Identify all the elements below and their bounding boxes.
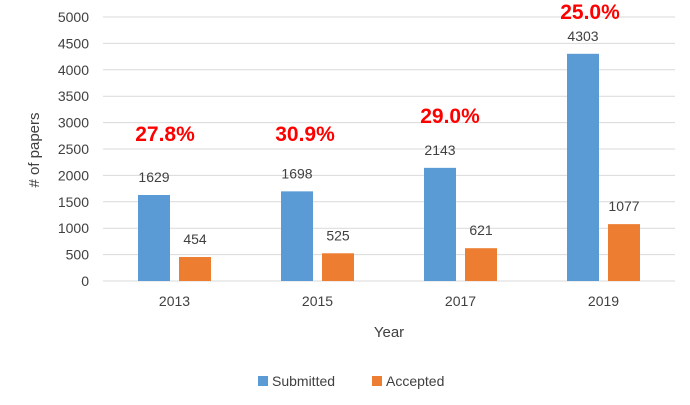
- y-tick-label: 2500: [58, 141, 89, 157]
- bar-submitted-2017: [424, 167, 456, 281]
- bar-accepted-2015: [322, 253, 354, 281]
- legend: Submitted Accepted: [258, 373, 444, 389]
- acceptance-rate-2019: 25.0%: [560, 1, 620, 24]
- data-label-submitted-2019: 4303: [567, 28, 598, 44]
- y-tick-label: 4500: [58, 35, 89, 51]
- data-label-accepted-2017: 621: [469, 222, 493, 238]
- acceptance-rate-annotations: 27.8% 30.9% 29.0% 25.0%: [135, 1, 620, 146]
- data-label-accepted-2019: 1077: [608, 198, 639, 214]
- acceptance-rate-2015: 30.9%: [275, 123, 335, 146]
- x-tick-label: 2019: [588, 293, 619, 309]
- acceptance-rate-2017: 29.0%: [420, 105, 480, 128]
- data-labels: 1629 454 1698 525 2143 621 4303 1077: [138, 28, 639, 247]
- data-label-submitted-2015: 1698: [281, 165, 312, 181]
- data-label-accepted-2013: 454: [183, 231, 207, 247]
- y-tick-label: 3500: [58, 88, 89, 104]
- y-tick-label: 1500: [58, 194, 89, 210]
- y-tick-label: 2000: [58, 167, 89, 183]
- bar-accepted-2017: [465, 248, 497, 281]
- bars: [138, 53, 640, 281]
- y-tick-label: 4000: [58, 62, 89, 78]
- x-tick-label: 2013: [159, 293, 190, 309]
- y-tick-label: 3000: [58, 115, 89, 131]
- gridlines: [103, 16, 675, 282]
- bar-submitted-2015: [281, 191, 313, 281]
- y-tick-label: 500: [66, 247, 90, 263]
- y-axis-ticks: 0 500 1000 1500 2000 2500 3000 3500 4000 4500 5000: [58, 9, 89, 289]
- bar-accepted-2013: [179, 257, 211, 281]
- bar-submitted-2019: [567, 53, 599, 281]
- legend-label-accepted: Accepted: [386, 373, 444, 389]
- data-label-submitted-2013: 1629: [138, 169, 169, 185]
- y-tick-label: 5000: [58, 9, 89, 25]
- data-label-submitted-2017: 2143: [424, 142, 455, 158]
- legend-swatch-accepted: [372, 376, 382, 386]
- y-axis-title: # of papers: [26, 112, 43, 187]
- x-tick-label: 2015: [302, 293, 333, 309]
- y-tick-label: 0: [81, 273, 89, 289]
- y-tick-label: 1000: [58, 220, 89, 236]
- data-label-accepted-2015: 525: [326, 227, 350, 243]
- acceptance-rate-2013: 27.8%: [135, 123, 195, 146]
- x-axis-ticks: 2013 2015 2017 2019: [159, 293, 619, 309]
- bar-submitted-2013: [138, 194, 170, 281]
- legend-swatch-submitted: [258, 376, 268, 386]
- x-axis-title: Year: [374, 324, 404, 341]
- legend-label-submitted: Submitted: [272, 373, 335, 389]
- x-tick-label: 2017: [445, 293, 476, 309]
- bar-accepted-2019: [608, 224, 640, 281]
